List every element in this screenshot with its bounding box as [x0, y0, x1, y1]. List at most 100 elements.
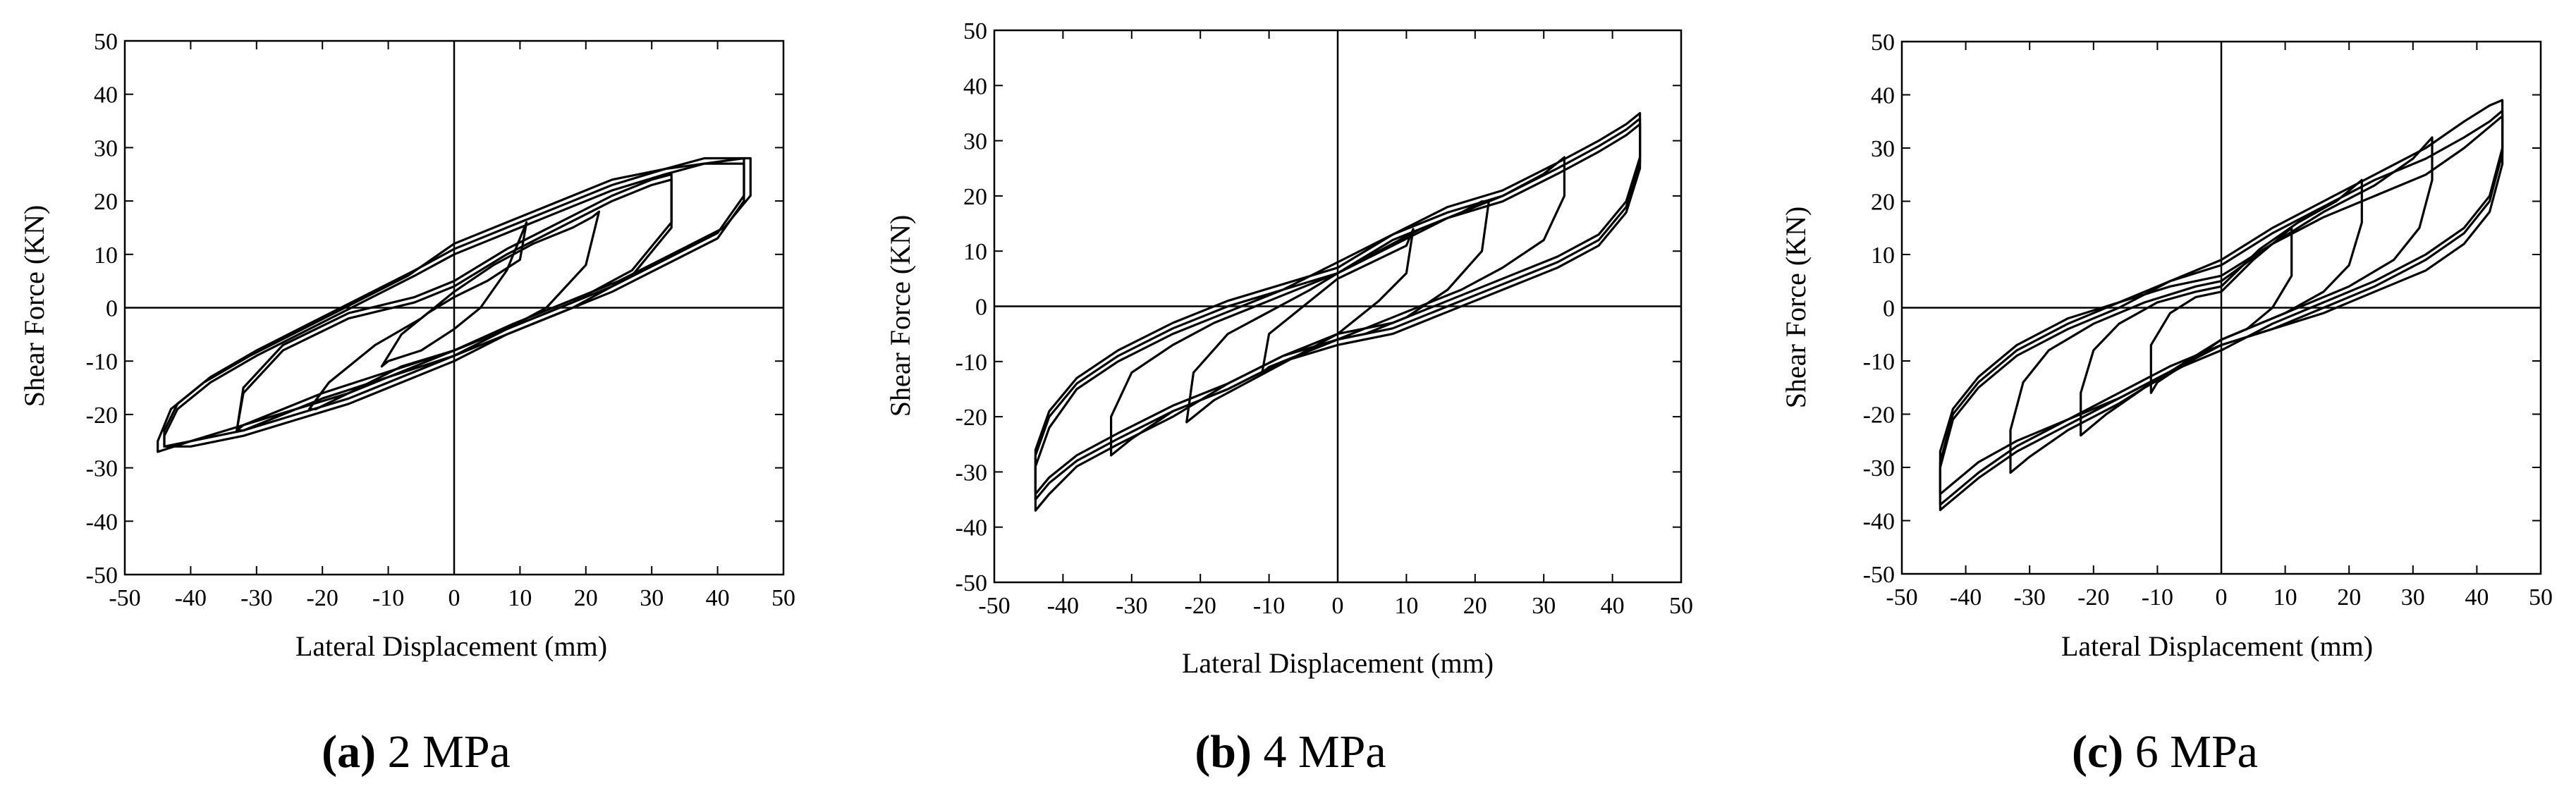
y-tick-label: 10	[963, 239, 987, 265]
y-tick-label: -40	[86, 509, 118, 535]
x-tick-label: 30	[2401, 584, 2425, 611]
y-tick-label: -50	[956, 570, 987, 596]
x-tick-label: 0	[1332, 593, 1344, 619]
y-tick-label: -30	[86, 456, 118, 482]
y-axis-label-c: Shear Force (KN)	[1780, 207, 1812, 409]
x-tick-label: -50	[109, 585, 140, 611]
y-tick-label: 0	[1883, 296, 1895, 322]
x-tick-label: 0	[448, 585, 460, 611]
caption-c: (c) 6 MPa	[2072, 726, 2258, 778]
caption-label-b: (b)	[1195, 726, 1252, 778]
caption-label-a: (a)	[322, 726, 376, 778]
y-tick-label: 0	[975, 295, 987, 321]
y-tick-label: -40	[956, 515, 987, 541]
y-axis-label-b: Shear Force (KN)	[884, 215, 916, 417]
x-tick-label: 50	[1669, 593, 1693, 619]
y-tick-label: -20	[956, 405, 987, 431]
chart-panel-c: -50 -40 -30 -20 -10 0 10 20 30 40 50 -50 -40 -30 -20 -1…	[1780, 30, 2553, 778]
x-tick-label: -20	[1185, 593, 1216, 619]
x-tick-label: 50	[771, 585, 795, 611]
series-line-cycle-11mm	[380, 221, 528, 368]
y-tick-label: 30	[963, 129, 987, 155]
x-tick-label: -20	[307, 585, 338, 611]
y-tick-label: 50	[963, 18, 987, 44]
y-tick-label: 30	[94, 135, 118, 161]
x-tick-label: 20	[2337, 584, 2361, 611]
y-tick-label: -10	[86, 349, 118, 375]
x-axis-label-a: Lateral Displacement (mm)	[295, 630, 607, 662]
series-line-cycle-44mm-c	[1034, 111, 1642, 512]
y-tick-label: -50	[86, 563, 118, 589]
y-tick-label: 50	[94, 29, 118, 55]
caption-space-a	[376, 726, 388, 778]
series-line-cycle-44mm-b	[163, 157, 745, 448]
y-tick-label: 10	[94, 243, 118, 269]
y-tick-label: 10	[1871, 243, 1895, 269]
y-tick-label: -20	[1863, 403, 1895, 429]
x-tick-label: 30	[640, 585, 664, 611]
chart-panel-a: -50 -40 -30 -20 -10 0 10 20 30 40 50 -50 -40 -30 -20 -1…	[18, 29, 795, 778]
x-tick-label: 20	[1463, 593, 1487, 619]
x-tick-label: -30	[1116, 593, 1147, 619]
chart-panel-b: -50 -40 -30 -20 -10 0 10 20 30 40 50 -50 -40 -30 -20 -1…	[884, 18, 1693, 778]
y-axis-label-a: Shear Force (KN)	[18, 205, 50, 407]
caption-value-b: 4 MPa	[1263, 726, 1386, 778]
y-tick-label: 30	[1871, 136, 1895, 162]
x-tick-label: 10	[2273, 584, 2297, 611]
x-tick-label: 20	[574, 585, 598, 611]
x-tick-label: 50	[2529, 584, 2553, 611]
x-tick-label: -30	[240, 585, 272, 611]
series-line-cycle-44mm-a	[163, 162, 745, 448]
plot-area-c: -50 -40 -30 -20 -10 0 10 20 30 40 50 -50 -40 -30 -20 -1…	[1863, 30, 2553, 611]
series-line-cycle-44mm-b	[1939, 109, 2504, 506]
x-tick-label: -40	[1047, 593, 1079, 619]
plot-area-b: -50 -40 -30 -20 -10 0 10 20 30 40 50 -50 -40 -30 -20 -1…	[956, 18, 1693, 619]
x-tick-label: 40	[706, 585, 730, 611]
x-tick-label: 30	[1532, 593, 1556, 619]
y-tick-label: 0	[106, 296, 118, 322]
x-tick-label: -50	[978, 593, 1010, 619]
series-line-cycle-44mm-c	[157, 157, 752, 453]
caption-space-c	[2123, 726, 2135, 778]
caption-value-a: 2 MPa	[388, 726, 511, 778]
y-tick-label: 20	[1871, 190, 1895, 216]
y-tick-label: 40	[963, 73, 987, 99]
x-tick-label: -20	[2077, 584, 2109, 611]
x-tick-label: -30	[2014, 584, 2046, 611]
x-tick-label: -50	[1886, 584, 1917, 611]
y-tick-label: 40	[1871, 83, 1895, 109]
y-tick-label: 50	[1871, 30, 1895, 56]
y-tick-label: -30	[1863, 455, 1895, 482]
x-tick-label: 40	[1601, 593, 1625, 619]
x-tick-label: -10	[2142, 584, 2173, 611]
y-tick-label: -50	[1863, 562, 1895, 588]
x-tick-label: -10	[1253, 593, 1285, 619]
series-line-cycle-44mm-b	[1034, 117, 1642, 496]
caption-b: (b) 4 MPa	[1195, 726, 1386, 778]
y-tick-label: 40	[94, 82, 118, 109]
x-tick-label: -40	[1950, 584, 1982, 611]
caption-space-b	[1252, 726, 1264, 778]
x-axis-label-b: Lateral Displacement (mm)	[1182, 647, 1494, 679]
x-tick-label: 10	[1394, 593, 1418, 619]
x-tick-label: 0	[2216, 584, 2228, 611]
y-tick-label: -10	[1863, 349, 1895, 375]
series-line-cycle-33mm	[2009, 136, 2434, 474]
caption-a: (a) 2 MPa	[322, 726, 511, 778]
caption-label-c: (c)	[2072, 726, 2123, 778]
y-tick-label: -30	[956, 460, 987, 486]
x-tick-label: 40	[2465, 584, 2489, 611]
y-tick-label: -40	[1863, 509, 1895, 535]
caption-value-c: 6 MPa	[2135, 726, 2258, 778]
y-tick-label: -20	[86, 403, 118, 429]
x-tick-label: 10	[508, 585, 532, 611]
plot-area-a: -50 -40 -30 -20 -10 0 10 20 30 40 50 -50 -40 -30 -20 -1…	[86, 29, 795, 611]
x-tick-label: -40	[175, 585, 207, 611]
y-tick-label: -10	[956, 350, 987, 376]
x-axis-label-c: Lateral Displacement (mm)	[2061, 630, 2373, 662]
y-tick-label: 20	[963, 184, 987, 210]
series-line-cycle-44mm-c	[1939, 99, 2504, 511]
y-tick-label: 20	[94, 189, 118, 215]
